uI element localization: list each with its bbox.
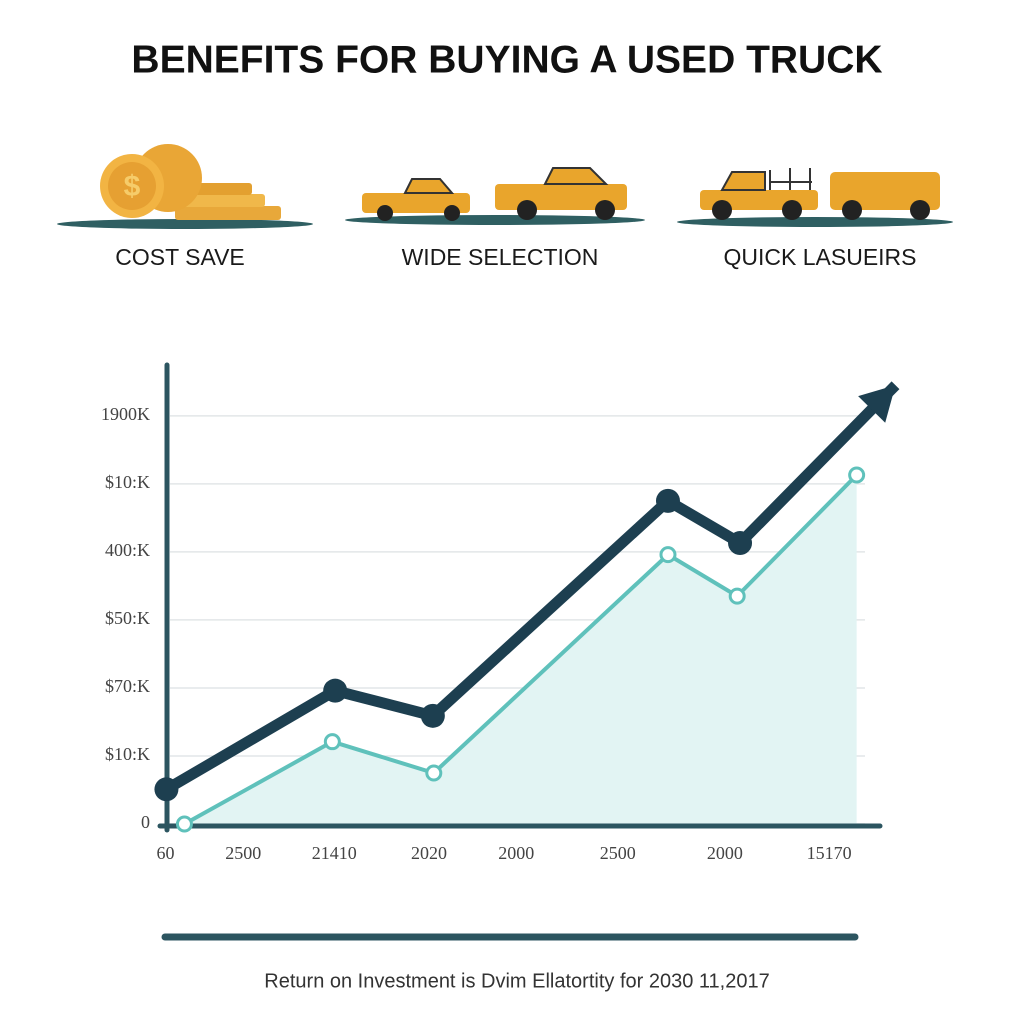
feature-label: COST SAVE [115, 244, 245, 270]
point [425, 764, 443, 782]
point [420, 703, 445, 728]
line [163, 381, 900, 795]
trucks-icon [345, 167, 645, 225]
y-tick-label: 0 [141, 812, 150, 832]
x-tick-label: 2500 [225, 843, 261, 863]
dollar-sign: $ [124, 170, 141, 203]
point [323, 678, 348, 703]
area [184, 475, 857, 824]
x-tick-label: 2020 [411, 843, 447, 863]
x-tick-label: 60 [156, 843, 174, 863]
coins-icon: $ [57, 144, 313, 229]
x-tick-label: 2500 [600, 843, 636, 863]
point [154, 777, 179, 802]
arrow-head [858, 385, 896, 423]
plot: 0 $10:K $70:K $50:K 400:K $10:K 1900K 60 2500 214… [101, 362, 900, 863]
line [183, 473, 859, 826]
point [659, 546, 677, 564]
point [175, 815, 193, 833]
x-tick-label: 21410 [312, 843, 357, 863]
feature-label: QUICK LASUEIRS [724, 244, 917, 270]
y-tick-label: $70:K [105, 676, 150, 696]
point [728, 587, 746, 605]
point [655, 488, 680, 513]
caption: Return on Investment is Dvim Ellatortity… [264, 970, 769, 992]
y-tick-label: 1900K [101, 404, 150, 424]
title: BENEFITS FOR BUYING A USED TRUCK [131, 38, 882, 81]
x-tick-label: 2000 [498, 843, 534, 863]
y-tick-label: $10:K [105, 744, 150, 764]
y-tick-label: 400:K [105, 540, 150, 560]
point [848, 466, 866, 484]
x-tick-label: 15170 [807, 843, 852, 863]
y-tick-label: $10:K [105, 472, 150, 492]
y-tick-label: $50:K [105, 608, 150, 628]
point [728, 531, 753, 556]
x-tick-label: 2000 [707, 843, 743, 863]
point [323, 733, 341, 751]
delivery-trucks-icon [677, 168, 953, 227]
feature-label: WIDE SELECTION [402, 244, 599, 270]
